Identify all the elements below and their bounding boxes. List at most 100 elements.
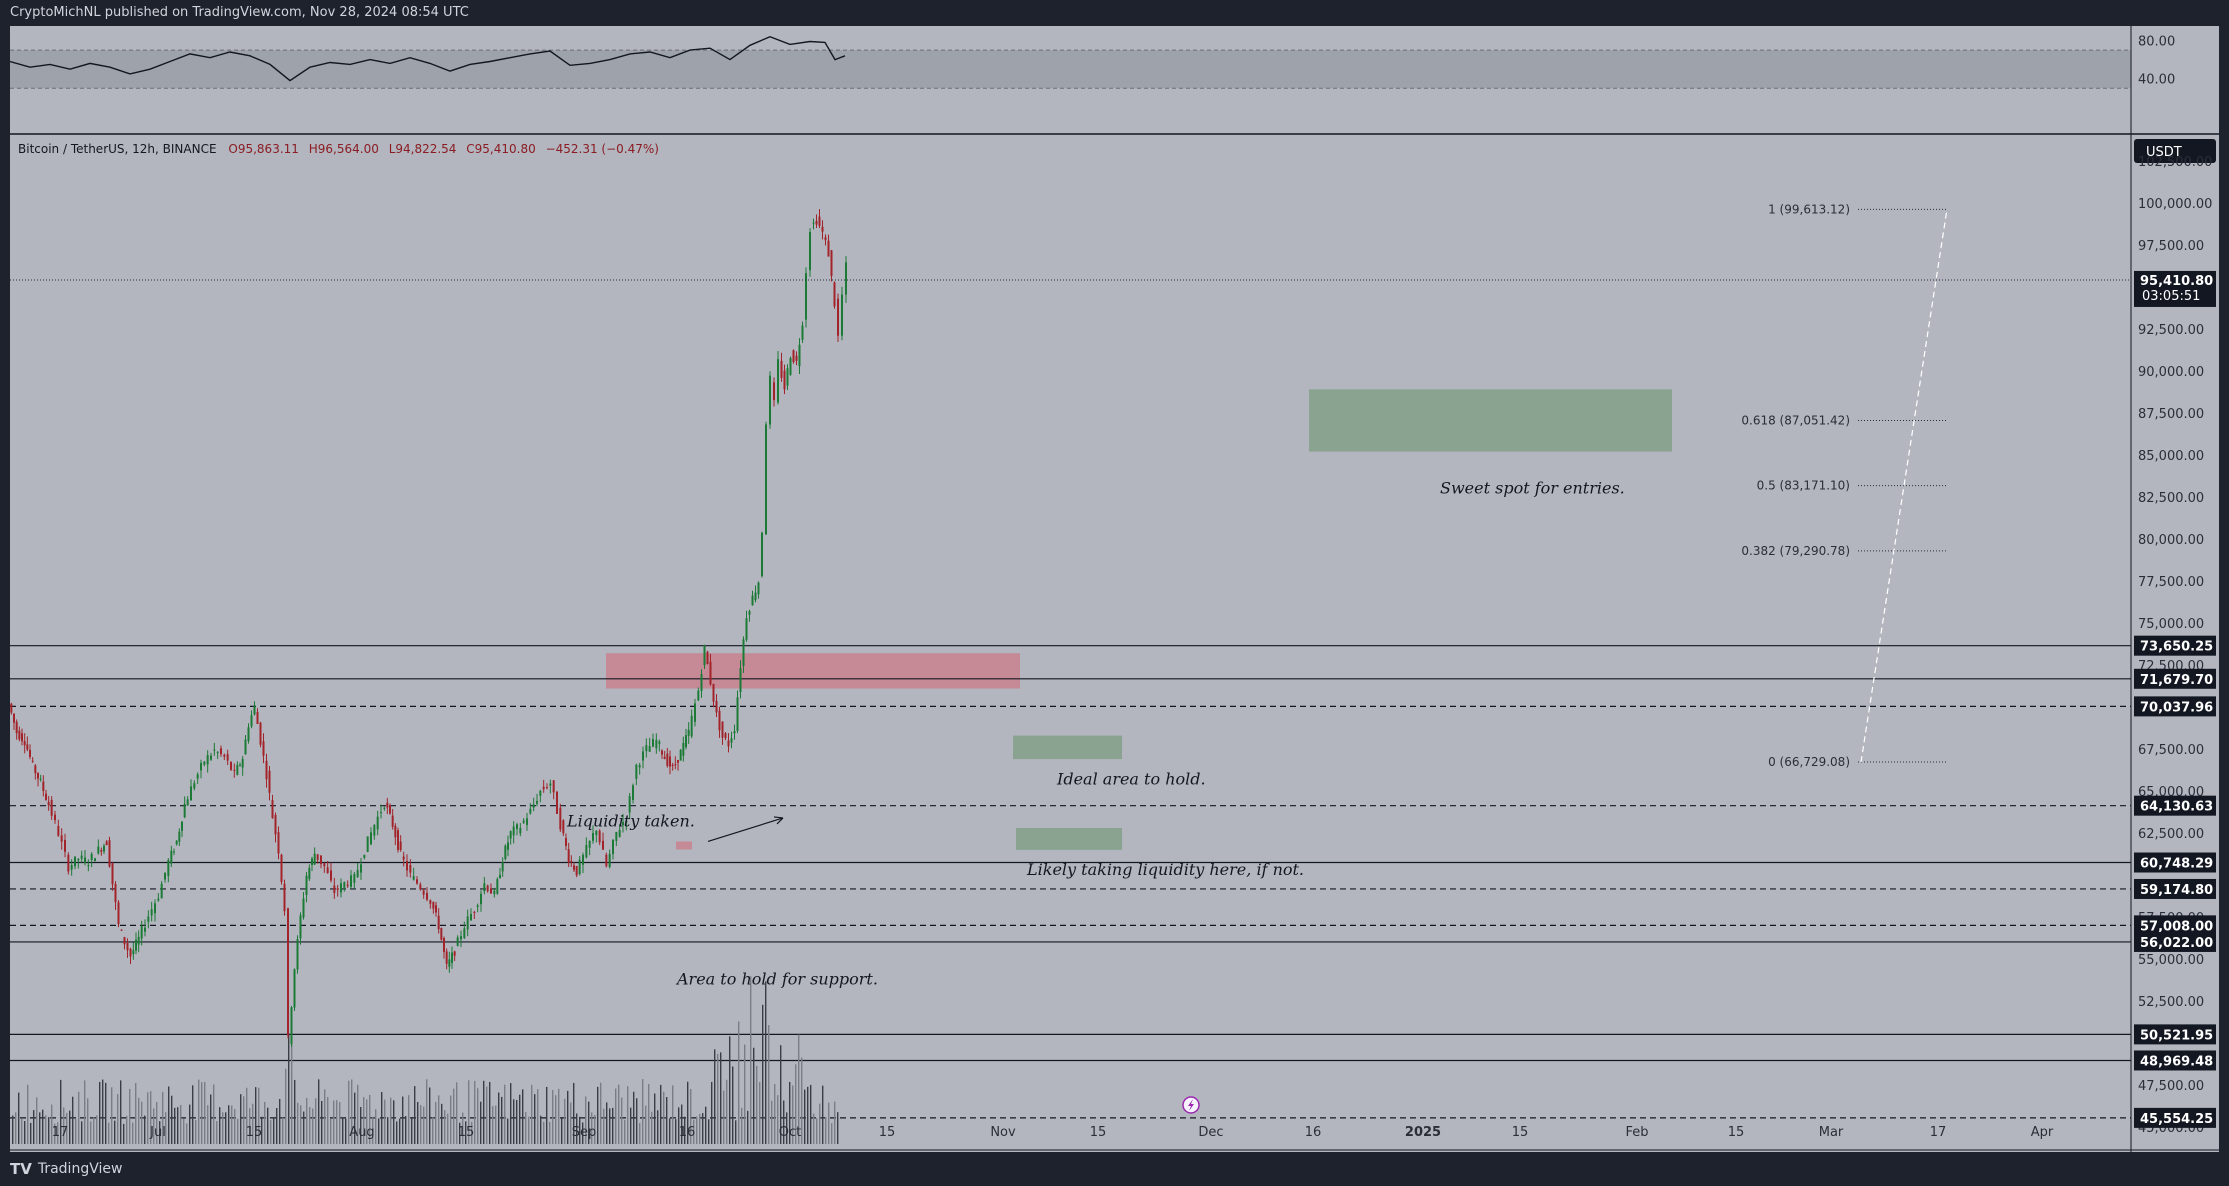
candle-body [792, 350, 795, 363]
volume-bar [75, 1118, 77, 1144]
volume-bar [255, 1087, 257, 1144]
candle-body [21, 733, 23, 742]
time-tick: 15 [1728, 1125, 1745, 1140]
rsi-tick-40: 40.00 [2138, 73, 2175, 88]
candle-body [296, 939, 299, 970]
candle-body [625, 820, 628, 823]
candle-body [499, 874, 501, 879]
volume-bar [651, 1111, 653, 1144]
key-level-label-bg [2134, 795, 2216, 816]
volume-bar [756, 1065, 758, 1144]
candle-body [703, 645, 706, 666]
key-level-label: 57,008.00 [2140, 919, 2213, 934]
volume-bar [549, 1122, 551, 1144]
legend-open: O95,863.11 [228, 142, 299, 156]
fib-trend-line[interactable] [1860, 209, 1948, 763]
candle-body [164, 872, 166, 880]
liquidity-zone[interactable] [1016, 828, 1122, 850]
candle-body [26, 744, 29, 750]
volume-bar [570, 1102, 572, 1144]
candle-body [745, 618, 748, 640]
candle-body [812, 222, 815, 224]
candle-body [330, 870, 332, 881]
candle-body [724, 733, 727, 739]
legend-change: −452.31 (−0.47%) [546, 142, 659, 156]
ideal-hold-zone[interactable] [1013, 735, 1122, 760]
price-tick: 100,000.00 [2138, 197, 2212, 212]
candle-body [532, 804, 535, 808]
volume-bar [213, 1084, 215, 1144]
price-tick: 47,500.00 [2138, 1079, 2204, 1094]
candle-body [519, 827, 522, 834]
candle-body [818, 216, 821, 226]
sweet-spot-zone[interactable] [1309, 389, 1672, 452]
volume-bar [684, 1116, 686, 1144]
candle-body [780, 360, 783, 378]
candle-body [661, 750, 663, 755]
candle-body [773, 382, 775, 401]
price-chart-svg[interactable]: 80.00 40.00 Bitcoin / TetherUS, 12h, BIN… [10, 26, 2219, 1152]
candle-body [496, 879, 499, 894]
volume-bar [609, 1108, 611, 1144]
candle-body [801, 325, 804, 340]
candle-body [821, 226, 824, 232]
volume-bar [492, 1106, 494, 1144]
candle-body [435, 905, 437, 913]
tradingview-logo-icon[interactable]: 𝗧𝗩 [10, 1160, 32, 1178]
volume-bar [726, 1079, 728, 1144]
candle-body [262, 741, 265, 756]
candle-body [652, 739, 654, 747]
key-level-label-bg [2134, 878, 2216, 899]
volume-bar [123, 1123, 125, 1144]
candle-body [13, 713, 15, 723]
volume-bar [270, 1120, 272, 1144]
candle-body [103, 845, 105, 852]
candle-body [290, 1007, 293, 1045]
candle-body [602, 840, 604, 850]
chart-area[interactable]: 80.00 40.00 Bitcoin / TetherUS, 12h, BIN… [10, 26, 2219, 1152]
last-price-label: 95,410.80 03:05:51 [2134, 270, 2216, 307]
volume-bar [600, 1082, 602, 1144]
volume-bar [471, 1121, 473, 1144]
candle-body [501, 862, 504, 872]
candle-body [562, 820, 565, 834]
fib-retracement[interactable]: 1 (99,613.12) 0.618 (87,051.42) 0.5 (83,17… [1741, 202, 1947, 769]
candle-body [373, 824, 376, 836]
volume-bar [687, 1081, 689, 1144]
volume-bar [807, 1086, 809, 1144]
resistance-zone[interactable] [606, 653, 1020, 689]
volume-bar [498, 1092, 500, 1144]
volume-bar [48, 1117, 50, 1144]
volume-bar [33, 1110, 35, 1144]
volume-bar [216, 1121, 218, 1144]
footer-brand[interactable]: TradingView [37, 1161, 123, 1177]
volume-bar [444, 1110, 446, 1144]
candle-body [399, 841, 402, 851]
time-axis[interactable]: 17 Jul 15 Aug 15 Sep 16 Oct 15 Nov 15 Dec 16 2025 15 Fe… [52, 1125, 2054, 1140]
volume-bar [522, 1089, 524, 1144]
candle-body [274, 814, 277, 835]
candle-body [694, 703, 696, 722]
volume-bar [30, 1122, 32, 1144]
candle-body [213, 749, 216, 751]
lightning-icon[interactable] [1182, 1096, 1200, 1114]
volume-bar [99, 1081, 101, 1144]
volume-bar [732, 1066, 734, 1144]
volume-bar [657, 1110, 659, 1144]
volume-bar [468, 1080, 470, 1144]
time-tick: Mar [1819, 1125, 1844, 1140]
volume-bar [192, 1085, 194, 1144]
volume-bar [333, 1100, 335, 1144]
volume-bar [69, 1110, 71, 1144]
candle-body [598, 830, 601, 843]
candle-body [437, 915, 440, 930]
candle-body [677, 760, 679, 763]
volume-bar [552, 1089, 554, 1144]
candle-body [111, 862, 114, 885]
candle-body [293, 969, 296, 1008]
time-tick: 16 [679, 1125, 696, 1140]
currency-button[interactable]: USDT [2134, 139, 2216, 163]
candle-body [226, 754, 229, 761]
candle-body [522, 820, 525, 823]
volume-bar [441, 1103, 443, 1144]
